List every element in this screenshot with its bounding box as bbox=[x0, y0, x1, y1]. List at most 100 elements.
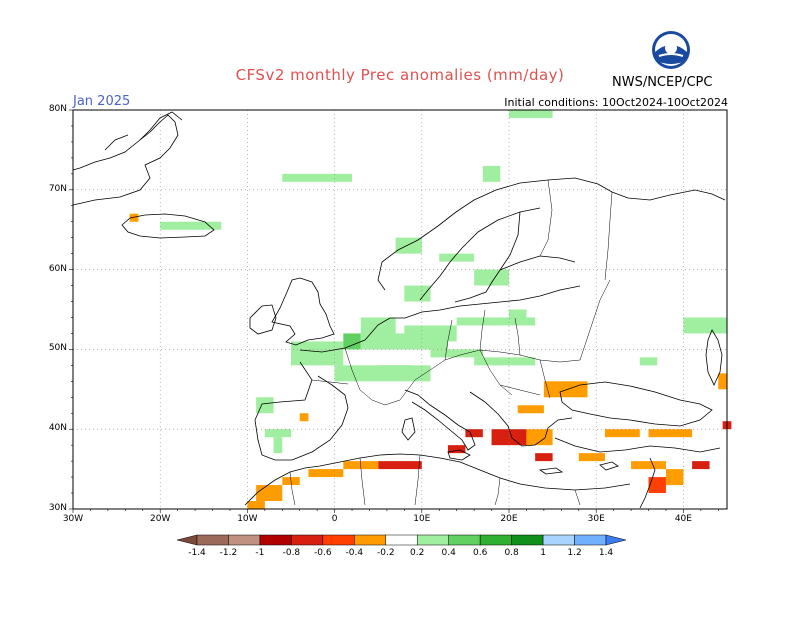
colorbar-label: 0.6 bbox=[472, 548, 488, 558]
longitude-label: 20E bbox=[500, 514, 518, 524]
anomaly-cells bbox=[129, 110, 732, 509]
colorbar-high-arrow bbox=[605, 534, 627, 546]
anomaly-cell bbox=[639, 357, 658, 366]
anomaly-cell bbox=[430, 349, 483, 358]
anomaly-cell bbox=[447, 445, 466, 454]
colorbar-swatch bbox=[322, 534, 355, 546]
agency-label: NWS/NCEP/CPC bbox=[612, 75, 713, 90]
colorbar-label: 1.4 bbox=[598, 548, 614, 558]
caspian-coast bbox=[705, 329, 723, 386]
anomaly-cell bbox=[273, 437, 283, 454]
colorbar-label: -0.2 bbox=[376, 548, 395, 558]
colorbar-label: -0.6 bbox=[314, 548, 332, 558]
map-frame bbox=[69, 109, 728, 513]
initial-conditions: Initial conditions: 10Oct2024-10Oct2024 bbox=[504, 96, 728, 109]
iceland-coast bbox=[121, 213, 215, 239]
colorbar-low-arrow bbox=[176, 534, 198, 546]
italy-coast bbox=[404, 389, 476, 451]
scandinavia-coast bbox=[377, 177, 726, 291]
latitude-label: 40N bbox=[48, 423, 67, 434]
crete-cyprus-coast bbox=[538, 461, 619, 475]
colorbar-label: 0.2 bbox=[410, 548, 425, 558]
greenland-coast-north bbox=[104, 111, 183, 151]
border-lines bbox=[289, 179, 613, 506]
anomaly-cell bbox=[129, 213, 139, 222]
anomaly-cell bbox=[474, 357, 536, 366]
longitude-label: 20W bbox=[150, 514, 171, 524]
anomaly-cell bbox=[360, 317, 396, 334]
black-sea-coast bbox=[559, 381, 713, 427]
north-africa-coast bbox=[244, 453, 631, 506]
country-borders bbox=[289, 179, 613, 506]
ireland-coast bbox=[249, 304, 277, 335]
anomaly-cell bbox=[247, 501, 265, 509]
levant-coast bbox=[639, 457, 656, 509]
anomaly-cell bbox=[256, 397, 274, 414]
anomaly-cell bbox=[291, 341, 344, 366]
anomaly-cell bbox=[299, 413, 309, 422]
chart-title: CFSv2 monthly Prec anomalies (mm/day) bbox=[235, 66, 565, 84]
colorbar-label: 0.4 bbox=[441, 548, 456, 558]
colorbar-label: 1 bbox=[540, 548, 546, 558]
latitude-label: 60N bbox=[48, 263, 67, 274]
colorbar-swatch bbox=[479, 534, 512, 546]
colorbar-swatch bbox=[354, 534, 387, 546]
colorbar-label: -1 bbox=[255, 548, 265, 558]
latitude-label: 30N bbox=[48, 503, 67, 513]
anomaly-cell bbox=[665, 469, 684, 486]
anomaly-cell bbox=[456, 317, 536, 326]
colorbar-swatch bbox=[448, 534, 481, 546]
greenland-coast bbox=[72, 114, 179, 206]
anomaly-cell bbox=[578, 453, 605, 462]
colorbar-label: 0.8 bbox=[504, 548, 519, 558]
anomaly-cell bbox=[491, 429, 527, 446]
colorbar-swatch bbox=[228, 534, 261, 546]
anomaly-cell bbox=[509, 309, 527, 318]
graticule bbox=[73, 110, 727, 509]
anomaly-cell bbox=[160, 221, 222, 230]
colorbar-label: -1.2 bbox=[219, 548, 238, 558]
anomaly-cell bbox=[535, 453, 553, 462]
colorbar-swatch bbox=[196, 534, 229, 546]
latitude-label: 50N bbox=[48, 343, 67, 354]
colorbar-swatch bbox=[416, 534, 449, 546]
colorbar bbox=[176, 534, 627, 546]
anomaly-cell bbox=[517, 405, 544, 414]
colorbar-swatch bbox=[291, 534, 324, 546]
longitude-label: 10E bbox=[413, 514, 431, 524]
anomaly-cell bbox=[256, 485, 283, 502]
longitude-label: 40E bbox=[674, 514, 692, 524]
latitude-label: 80N bbox=[48, 104, 67, 114]
anomaly-cell bbox=[465, 429, 483, 438]
anomaly-cell bbox=[692, 461, 710, 470]
colorbar-swatch bbox=[511, 534, 544, 546]
anomaly-cell bbox=[474, 269, 509, 286]
anomaly-cell bbox=[648, 477, 666, 494]
anomaly-cell bbox=[282, 173, 353, 182]
iberia-coast bbox=[254, 361, 349, 461]
longitude-label: 0 bbox=[331, 514, 338, 524]
colorbar-label: -0.4 bbox=[345, 548, 364, 558]
colorbar-swatch bbox=[542, 534, 575, 546]
anomaly-cell bbox=[360, 333, 448, 350]
noaa-seal-icon bbox=[652, 31, 690, 69]
anomaly-cell bbox=[378, 461, 422, 470]
anomaly-cell bbox=[718, 373, 727, 390]
anomaly-cell bbox=[264, 429, 291, 438]
turkey-coast bbox=[554, 437, 721, 453]
anomaly-cell bbox=[404, 285, 431, 302]
colorbar-swatch bbox=[259, 534, 292, 546]
colorbar-label: -1.4 bbox=[188, 548, 206, 558]
anomaly-cell bbox=[604, 429, 640, 438]
anomaly-cell bbox=[683, 317, 727, 334]
longitude-label: 30W bbox=[62, 514, 84, 524]
anomaly-cell bbox=[631, 461, 666, 470]
continental-coast-west bbox=[299, 285, 581, 353]
anomaly-cell bbox=[343, 333, 361, 350]
map-border bbox=[72, 109, 728, 510]
noaa-logo bbox=[651, 30, 691, 70]
balkans-coast bbox=[469, 391, 573, 447]
colorbar-swatch bbox=[574, 534, 607, 546]
